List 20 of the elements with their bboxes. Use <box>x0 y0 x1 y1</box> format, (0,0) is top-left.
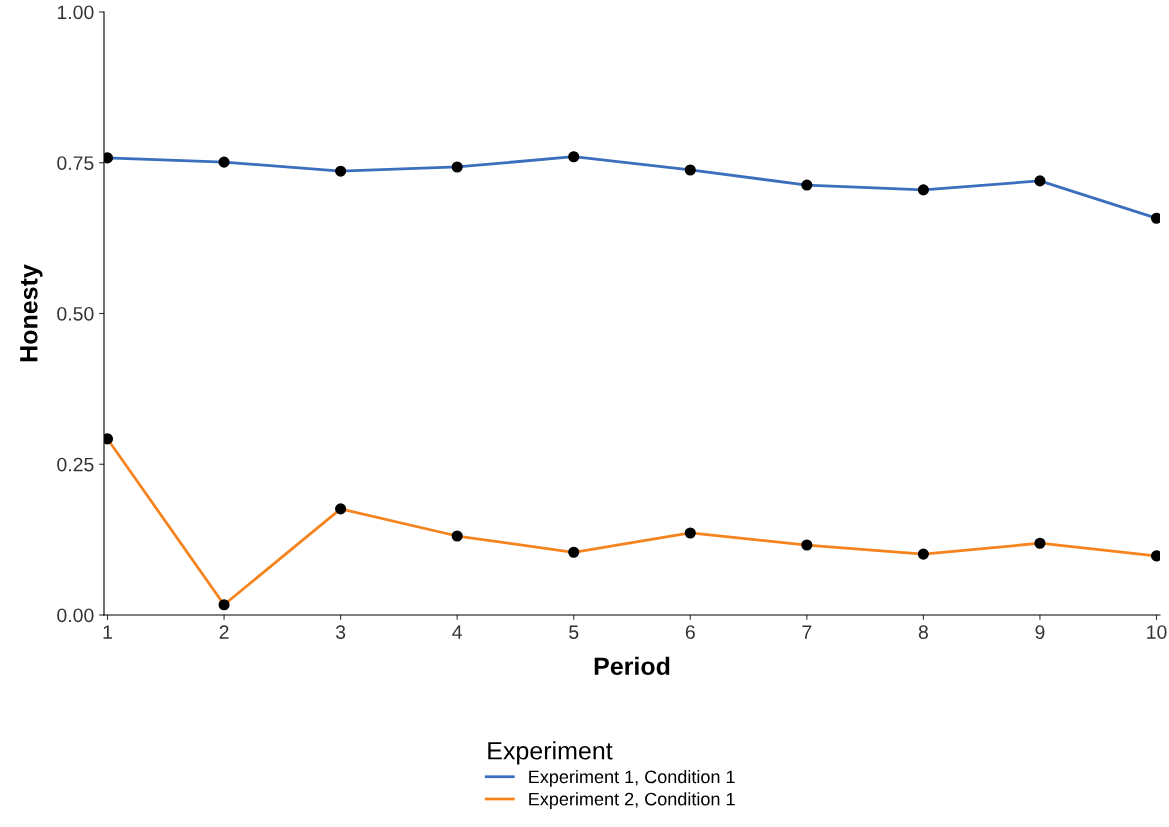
x-tick-label: 10 <box>1147 625 1167 639</box>
y-axis-title: Honesty <box>20 264 43 362</box>
y-tick-label: 0.50 <box>57 306 94 321</box>
y-tick-label: 0.00 <box>57 608 94 623</box>
y-tick-label: 0.25 <box>57 457 94 472</box>
legend-label: Experiment 2, Condition 1 <box>529 792 735 810</box>
x-tick-label: 9 <box>1035 625 1045 639</box>
legend-label: Experiment 1, Condition 1 <box>529 769 735 787</box>
x-tick-label: 1 <box>103 625 112 639</box>
y-tick-label: 1.00 <box>57 5 94 20</box>
y-tick-label: 0.75 <box>57 156 94 170</box>
x-tick-label: 3 <box>335 625 346 639</box>
x-tick-label: 6 <box>685 625 695 639</box>
x-tick-label: 4 <box>452 625 462 639</box>
x-tick-label: 7 <box>802 625 812 639</box>
legend-title: Experiment <box>488 741 613 765</box>
x-axis-title: Period <box>594 656 670 676</box>
x-tick-label: 2 <box>219 625 229 639</box>
x-tick-label: 5 <box>569 625 579 639</box>
x-tick-label: 8 <box>918 625 928 639</box>
